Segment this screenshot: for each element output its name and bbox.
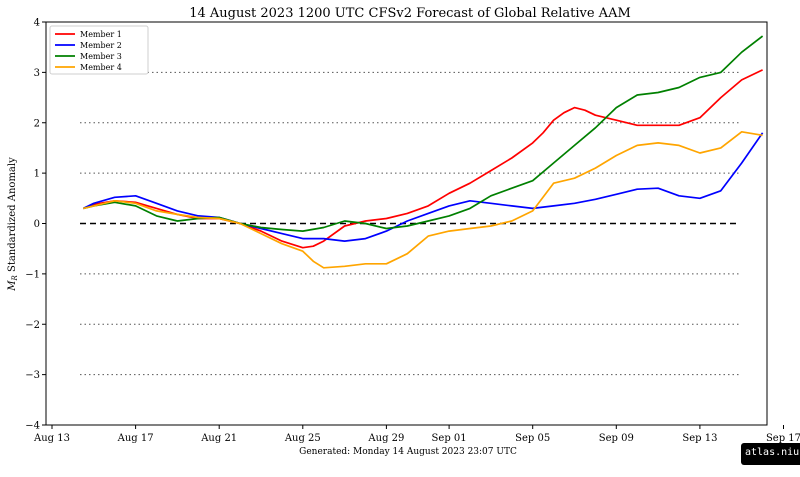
legend: Member 1 Member 2 Member 3 Member 4 [49, 25, 149, 75]
y-tick-label: −4 [25, 421, 40, 432]
chart-title: 14 August 2023 1200 UTC CFSv2 Forecast o… [189, 6, 631, 21]
x-tick-label: Sep 17 [766, 433, 800, 444]
legend-frame [49, 25, 149, 75]
y-tick-label: 1 [34, 169, 40, 180]
x-tick-label: Sep 09 [599, 433, 634, 444]
x-axis-ticks: Aug 13 Aug 17 Aug 21 Aug 25 Aug 29 Sep 01 Sep … [33, 425, 800, 444]
watermark-box [741, 443, 800, 465]
series-line-member-3 [83, 35, 764, 232]
y-tick-label: −2 [25, 320, 40, 331]
legend-label: Member 3 [80, 52, 122, 61]
x-tick-label: Sep 01 [432, 433, 467, 444]
y-tick-label: 4 [34, 18, 40, 29]
series-line-member-4 [83, 130, 763, 269]
series-lines [82, 35, 764, 269]
y-tick-label: 3 [34, 68, 40, 79]
legend-label: Member 1 [80, 30, 122, 39]
x-tick-label: Sep 13 [682, 433, 717, 444]
x-tick-label: Aug 25 [284, 433, 321, 444]
x-tick-label: Sep 05 [515, 433, 550, 444]
watermark-text: atlas.niu.edu [745, 447, 800, 458]
y-tick-label: −3 [25, 370, 40, 381]
x-tick-label: Aug 13 [33, 433, 70, 444]
x-tick-label: Aug 17 [117, 433, 154, 444]
y-axis-ticks: −4 −3 −2 −1 0 1 2 3 4 [25, 18, 46, 432]
legend-label: Member 2 [80, 41, 122, 50]
series-line-member-2 [82, 132, 764, 242]
legend-label: Member 4 [80, 63, 122, 72]
y-tick-label: 0 [34, 219, 40, 230]
x-tick-label: Aug 29 [367, 433, 404, 444]
y-axis-label: MR Standardized Anomaly [7, 157, 19, 292]
x-tick-label: Aug 21 [200, 433, 237, 444]
y-tick-label: 2 [34, 118, 40, 129]
y-tick-label: −1 [25, 269, 40, 280]
generated-footer: Generated: Monday 14 August 2023 23:07 U… [299, 447, 517, 457]
series-line-member-1 [82, 69, 763, 249]
